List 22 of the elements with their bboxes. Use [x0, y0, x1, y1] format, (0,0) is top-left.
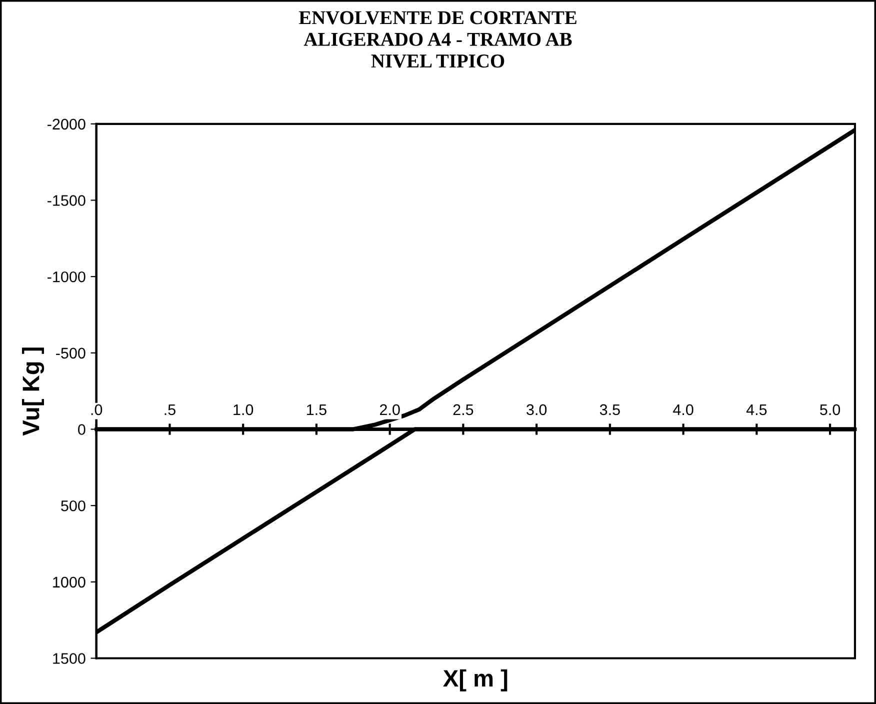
y-tick-label: -500	[56, 348, 86, 359]
x-tick-label: 3.5	[600, 404, 620, 416]
x-tick-label: .0	[91, 404, 102, 416]
x-tick-label: 1.5	[307, 404, 326, 416]
y-tick-label: 1500	[53, 653, 86, 664]
y-tick-label: 500	[61, 500, 86, 512]
x-tick-label: 4.0	[673, 404, 694, 416]
chart-title: ENVOLVENTE DE CORTANTE ALIGERADO A4 - TRAMO AB NIVEL TIPICO	[298, 11, 576, 68]
y-tick-label: -2000	[48, 118, 86, 130]
y-tick-label: 0	[78, 424, 86, 435]
y-axis-title: Vu[ Kg ]	[22, 348, 44, 436]
x-tick-label: 2.0	[380, 404, 400, 416]
x-tick-label: 4.5	[746, 404, 767, 416]
x-axis-title: X[ m ]	[443, 669, 508, 692]
y-tick-label: -1000	[48, 271, 86, 282]
y-tick-label: 1000	[53, 576, 86, 588]
x-tick-label: 3.0	[526, 404, 547, 416]
x-tick-label: 1.0	[234, 404, 254, 416]
y-tick-label: -1500	[48, 195, 86, 206]
x-tick-label: 5.0	[820, 404, 840, 416]
x-tick-label: 2.5	[453, 404, 474, 416]
x-tick-label: .5	[164, 404, 176, 416]
